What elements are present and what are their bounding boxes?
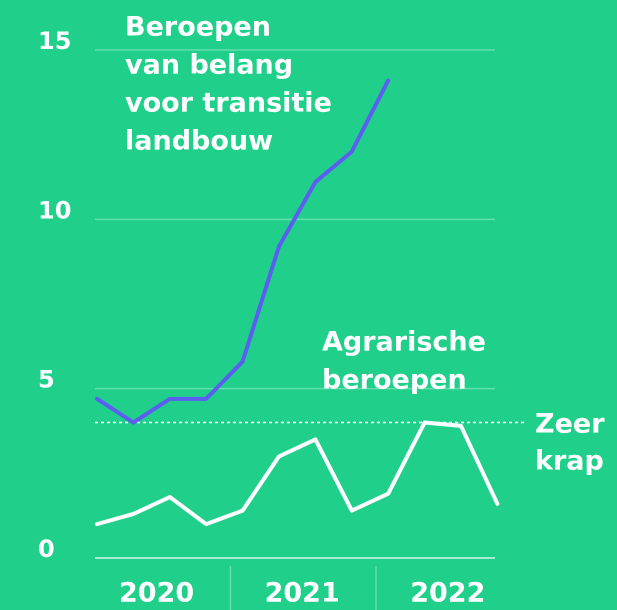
x-group-label: 2020: [119, 578, 194, 609]
y-tick-label: 5: [38, 366, 55, 394]
y-tick-label: 15: [38, 27, 71, 55]
y-tick-label: 0: [38, 535, 55, 563]
y-tick-label: 10: [38, 196, 71, 224]
series-line: [95, 78, 391, 425]
reference-label: Zeer: [535, 409, 605, 440]
series-label: van belang: [125, 50, 293, 81]
series-label: landbouw: [125, 126, 273, 157]
series-label: Beroepen: [125, 12, 271, 43]
series-label: beroepen: [322, 365, 467, 396]
reference-label: krap: [535, 446, 604, 477]
x-group-label: 2022: [410, 578, 485, 609]
series-label: voor transitie: [125, 88, 332, 119]
series-label: Agrarische: [322, 327, 486, 358]
series-line: [95, 420, 500, 527]
x-group-label: 2021: [265, 578, 340, 609]
